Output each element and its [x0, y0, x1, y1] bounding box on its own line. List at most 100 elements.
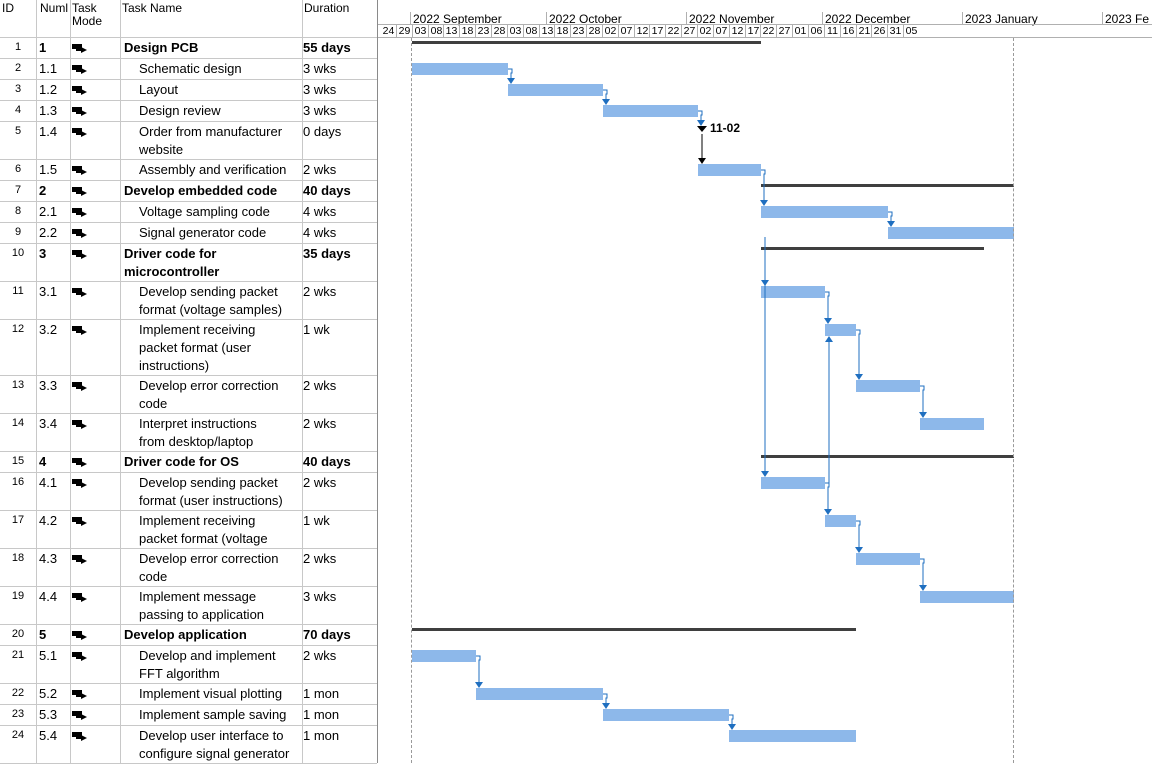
task-duration[interactable]: 1 wk — [303, 322, 330, 337]
task-duration[interactable]: 40 days — [303, 183, 351, 198]
table-row[interactable]: 11 3.1 Develop sending packet format (volta… — [0, 282, 377, 320]
task-duration[interactable]: 35 days — [303, 246, 351, 261]
table-row[interactable]: 19 4.4 Implement message passing to applica… — [0, 587, 377, 625]
dependency-link[interactable] — [825, 338, 830, 484]
table-row[interactable]: 7 2 Develop embedded code 40 days — [0, 181, 377, 202]
dependency-link[interactable] — [476, 655, 481, 684]
task-bar[interactable] — [761, 286, 825, 298]
task-name[interactable]: Implement receiving — [139, 513, 256, 528]
task-name[interactable]: Implement visual plotting — [139, 686, 283, 701]
task-duration[interactable]: 40 days — [303, 454, 351, 469]
table-row[interactable]: 3 1.2 Layout 3 wks — [0, 80, 377, 101]
table-row[interactable]: 22 5.2 Implement visual plotting 1 mon — [0, 684, 377, 705]
column-divider[interactable] — [377, 0, 378, 763]
task-name[interactable]: Implement sample saving — [139, 707, 287, 722]
task-duration[interactable]: 2 wks — [303, 284, 337, 299]
milestone-marker[interactable] — [697, 126, 707, 132]
task-name[interactable]: Implement receiving — [139, 322, 256, 337]
dependency-link[interactable] — [603, 693, 608, 705]
task-bar[interactable] — [920, 591, 1014, 603]
dependency-arrow[interactable] — [761, 471, 769, 477]
col-header-duration[interactable]: Duration — [304, 2, 350, 15]
table-row[interactable]: 17 4.2 Implement receiving packet format (v… — [0, 511, 377, 549]
dependency-link[interactable] — [825, 482, 830, 511]
dependency-arrow[interactable] — [602, 99, 610, 105]
task-duration[interactable]: 2 wks — [303, 648, 337, 663]
task-duration[interactable]: 2 wks — [303, 475, 337, 490]
task-bar[interactable] — [508, 84, 603, 96]
task-duration[interactable]: 2 wks — [303, 416, 337, 431]
table-row[interactable]: 9 2.2 Signal generator code 4 wks — [0, 223, 377, 244]
dependency-arrow[interactable] — [761, 280, 769, 286]
dependency-arrow[interactable] — [697, 120, 705, 126]
dependency-arrow[interactable] — [728, 724, 736, 730]
table-row[interactable]: 16 4.1 Develop sending packet format (user … — [0, 473, 377, 511]
dependency-link[interactable] — [920, 558, 925, 587]
task-bar[interactable] — [825, 515, 856, 527]
task-name[interactable]: Develop error correction — [139, 551, 279, 566]
task-bar[interactable] — [920, 418, 984, 430]
table-row[interactable]: 2 1.1 Schematic design 3 wks — [0, 59, 377, 80]
task-duration[interactable]: 4 wks — [303, 225, 337, 240]
dependency-arrow[interactable] — [855, 547, 863, 553]
dependency-arrow[interactable] — [602, 703, 610, 709]
task-name[interactable]: Develop application — [124, 627, 247, 642]
summary-bar[interactable] — [412, 628, 856, 631]
table-row[interactable]: 20 5 Develop application 70 days — [0, 625, 377, 646]
task-duration[interactable]: 3 wks — [303, 589, 337, 604]
dependency-link[interactable] — [729, 714, 734, 726]
task-bar[interactable] — [761, 206, 888, 218]
table-row[interactable]: 8 2.1 Voltage sampling code 4 wks — [0, 202, 377, 223]
table-row[interactable]: 15 4 Driver code for OS 40 days — [0, 452, 377, 473]
task-duration[interactable]: 1 mon — [303, 686, 340, 701]
task-bar[interactable] — [856, 553, 920, 565]
dependency-arrow[interactable] — [507, 78, 515, 84]
task-bar[interactable] — [412, 63, 508, 75]
task-bar[interactable] — [761, 477, 825, 489]
summary-bar[interactable] — [761, 247, 984, 250]
task-name[interactable]: Driver code for OS — [124, 454, 239, 469]
task-duration[interactable]: 3 wks — [303, 103, 337, 118]
table-row[interactable]: 12 3.2 Implement receiving packet format (u… — [0, 320, 377, 376]
task-bar[interactable] — [698, 164, 761, 176]
task-name[interactable]: Develop user interface to — [139, 728, 284, 743]
task-bar[interactable] — [412, 650, 476, 662]
table-row[interactable]: 1 1 Design PCB 55 days — [0, 38, 377, 59]
task-bar[interactable] — [888, 227, 1014, 239]
task-name[interactable]: Develop embedded code — [124, 183, 278, 198]
task-duration[interactable]: 2 wks — [303, 378, 337, 393]
dependency-arrow[interactable] — [824, 509, 832, 515]
task-duration[interactable]: 4 wks — [303, 204, 337, 219]
task-name[interactable]: Develop sending packet — [139, 475, 278, 490]
col-header-id[interactable]: ID — [2, 2, 14, 15]
dependency-arrow[interactable] — [887, 221, 895, 227]
dependency-link[interactable] — [920, 385, 925, 414]
table-row[interactable]: 14 3.4 Interpret instructions from desktop/… — [0, 414, 377, 452]
dependency-link[interactable] — [856, 329, 861, 376]
dependency-arrow[interactable] — [824, 318, 832, 324]
table-row[interactable]: 5 1.4 Order from manufacturer website 0 days — [0, 122, 377, 160]
table-row[interactable]: 13 3.3 Develop error correction code 2 wks — [0, 376, 377, 414]
col-header-number[interactable]: Numl — [40, 2, 69, 15]
dependency-link[interactable] — [698, 110, 703, 122]
dependency-link[interactable] — [888, 211, 893, 223]
task-name[interactable]: Driver code for — [124, 246, 217, 261]
task-name[interactable]: Voltage sampling code — [139, 204, 270, 219]
dependency-link[interactable] — [508, 68, 513, 80]
task-name[interactable]: Develop and implement — [139, 648, 276, 663]
task-name[interactable]: Schematic design — [139, 61, 242, 76]
task-name[interactable]: Design review — [139, 103, 221, 118]
task-duration[interactable]: 3 wks — [303, 82, 337, 97]
task-bar[interactable] — [856, 380, 920, 392]
dependency-arrow[interactable] — [919, 412, 927, 418]
dependency-link[interactable] — [856, 520, 861, 549]
task-bar[interactable] — [825, 324, 856, 336]
dependency-link[interactable] — [761, 169, 766, 202]
summary-bar[interactable] — [761, 184, 1014, 187]
task-duration[interactable]: 1 wk — [303, 513, 330, 528]
table-row[interactable]: 4 1.3 Design review 3 wks — [0, 101, 377, 122]
task-name[interactable]: Interpret instructions — [139, 416, 257, 431]
task-duration[interactable]: 3 wks — [303, 61, 337, 76]
task-name[interactable]: Design PCB — [124, 40, 199, 55]
dependency-arrow[interactable] — [475, 682, 483, 688]
